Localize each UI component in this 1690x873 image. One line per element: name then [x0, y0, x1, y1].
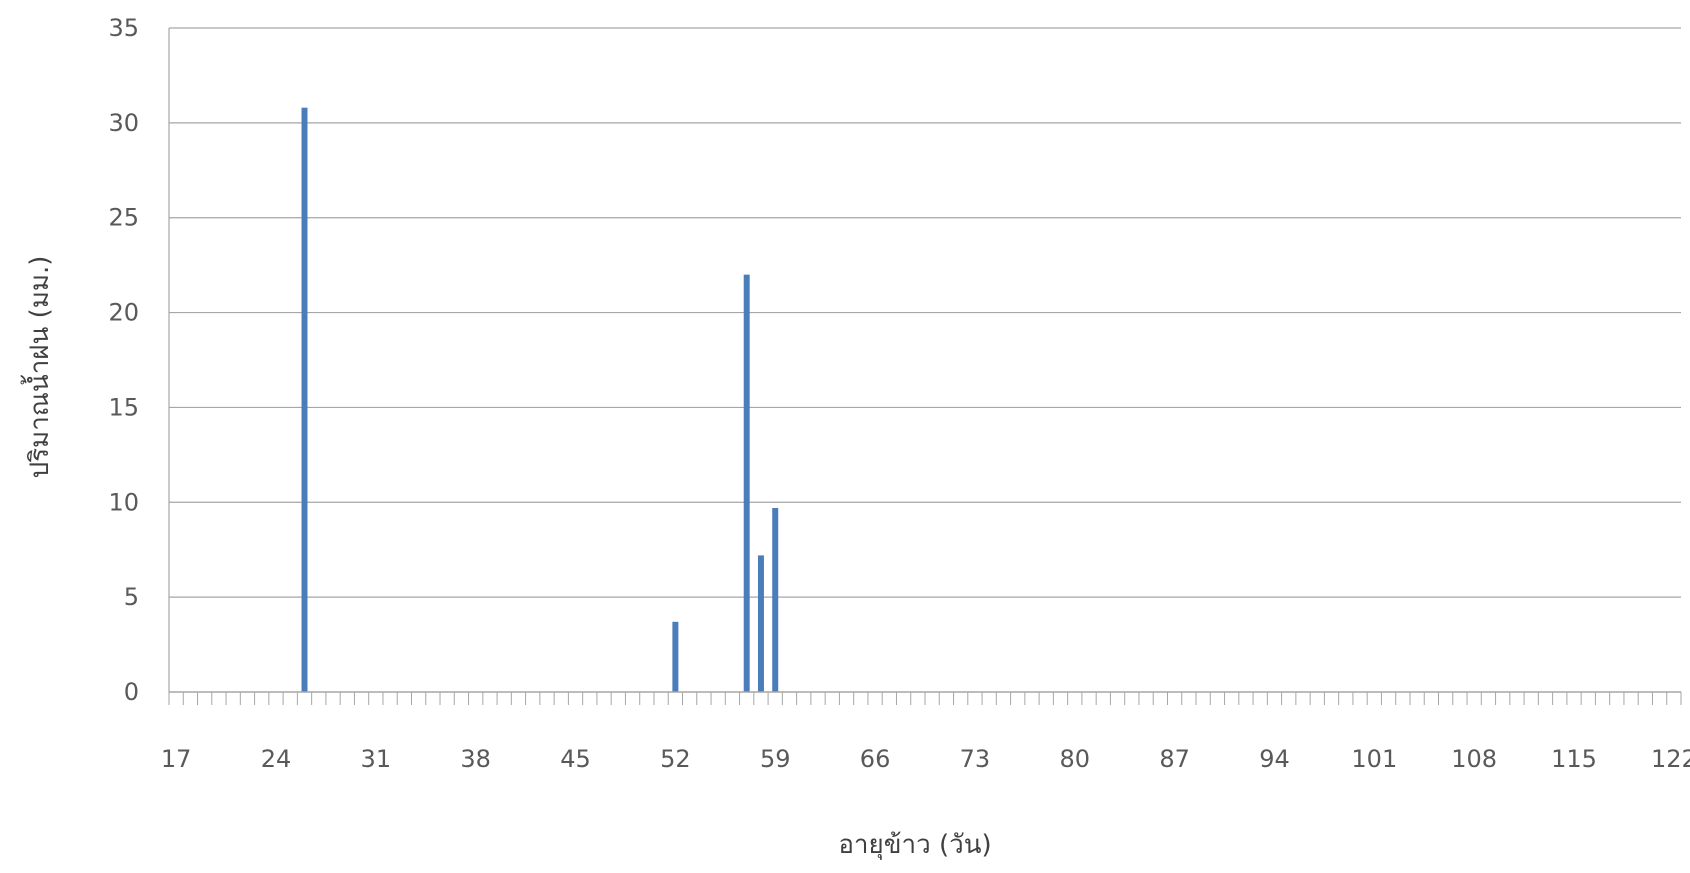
x-tick-label: 45 [560, 745, 591, 773]
y-tick-labels: 0 5 10 15 20 25 30 35 [108, 14, 139, 706]
x-tick-label: 17 [161, 745, 192, 773]
bar-day-52 [672, 621, 679, 692]
axes [168, 28, 1682, 705]
y-tick-label: 0 [124, 678, 139, 706]
x-tick-label: 59 [760, 745, 791, 773]
x-tick-label: 101 [1351, 745, 1397, 773]
bar-day-59 [772, 507, 779, 692]
x-tick-label: 73 [960, 745, 991, 773]
y-tick-label: 30 [108, 109, 139, 137]
x-tick-label: 80 [1060, 745, 1091, 773]
bar-day-26 [301, 107, 308, 693]
y-axis-title: ปริมาณน้ำฝน (มม.) [20, 256, 55, 479]
bar-day-58 [757, 555, 764, 692]
y-tick-label: 20 [108, 299, 139, 327]
bars [301, 107, 779, 693]
y-tick-label: 35 [108, 14, 139, 42]
y-tick-label: 10 [108, 488, 139, 516]
x-tick-label: 94 [1259, 745, 1290, 773]
x-tick-label: 122 [1651, 745, 1690, 773]
x-tick-label: 52 [660, 745, 691, 773]
grid-lines [169, 27, 1681, 598]
y-tick-label: 15 [108, 393, 139, 421]
y-tick-label: 5 [124, 583, 139, 611]
x-tick-label: 38 [460, 745, 491, 773]
x-tick-label: 115 [1551, 745, 1597, 773]
x-tick-label: 31 [361, 745, 392, 773]
y-tick-label: 25 [108, 204, 139, 232]
x-tick-label: 24 [261, 745, 292, 773]
bar-day-57 [743, 274, 750, 692]
x-axis-title: อายุข้าว (วัน) [838, 830, 991, 860]
x-tick-labels: 17 24 31 38 45 52 59 66 73 80 87 94 101 108 115 122 [161, 745, 1690, 773]
x-tick-label: 108 [1451, 745, 1497, 773]
x-tick-label: 87 [1159, 745, 1190, 773]
x-tick-label: 66 [860, 745, 891, 773]
